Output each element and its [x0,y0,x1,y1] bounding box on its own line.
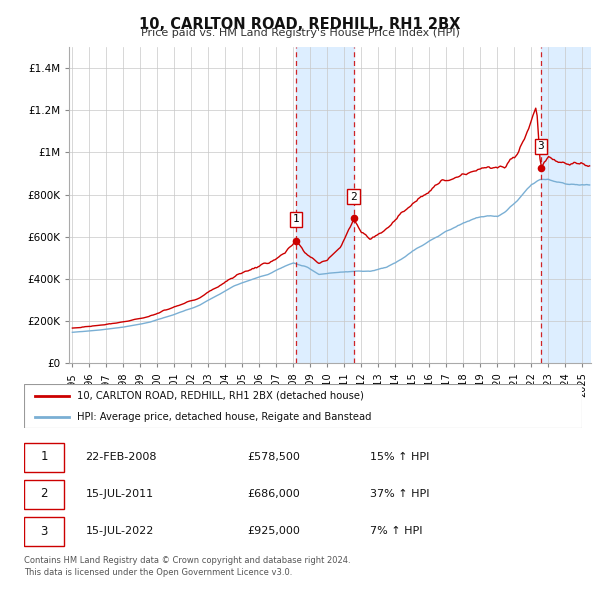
Bar [24,480,64,509]
Text: 10, CARLTON ROAD, REDHILL, RH1 2BX (detached house): 10, CARLTON ROAD, REDHILL, RH1 2BX (deta… [77,391,364,401]
Text: 1: 1 [292,214,299,224]
Text: £686,000: £686,000 [247,489,300,499]
Text: 15-JUL-2022: 15-JUL-2022 [85,526,154,536]
Text: 7% ↑ HPI: 7% ↑ HPI [370,526,422,536]
Text: 1: 1 [40,450,48,463]
Text: £925,000: £925,000 [247,526,300,536]
Text: 3: 3 [537,142,544,152]
Text: 3: 3 [40,525,48,537]
Text: 15-JUL-2011: 15-JUL-2011 [85,489,154,499]
Text: 10, CARLTON ROAD, REDHILL, RH1 2BX: 10, CARLTON ROAD, REDHILL, RH1 2BX [139,17,461,31]
Text: Contains HM Land Registry data © Crown copyright and database right 2024.
This d: Contains HM Land Registry data © Crown c… [24,556,350,577]
Text: 2: 2 [350,192,357,202]
Text: £578,500: £578,500 [247,452,300,462]
Bar [296,47,353,363]
Text: Price paid vs. HM Land Registry's House Price Index (HPI): Price paid vs. HM Land Registry's House … [140,28,460,38]
Text: 22-FEB-2008: 22-FEB-2008 [85,452,157,462]
Text: HPI: Average price, detached house, Reigate and Banstead: HPI: Average price, detached house, Reig… [77,412,371,422]
Text: 15% ↑ HPI: 15% ↑ HPI [370,452,430,462]
Bar [24,517,64,546]
Text: 2: 2 [40,487,48,500]
Text: 37% ↑ HPI: 37% ↑ HPI [370,489,430,499]
Bar [24,442,64,472]
Bar [541,47,591,363]
